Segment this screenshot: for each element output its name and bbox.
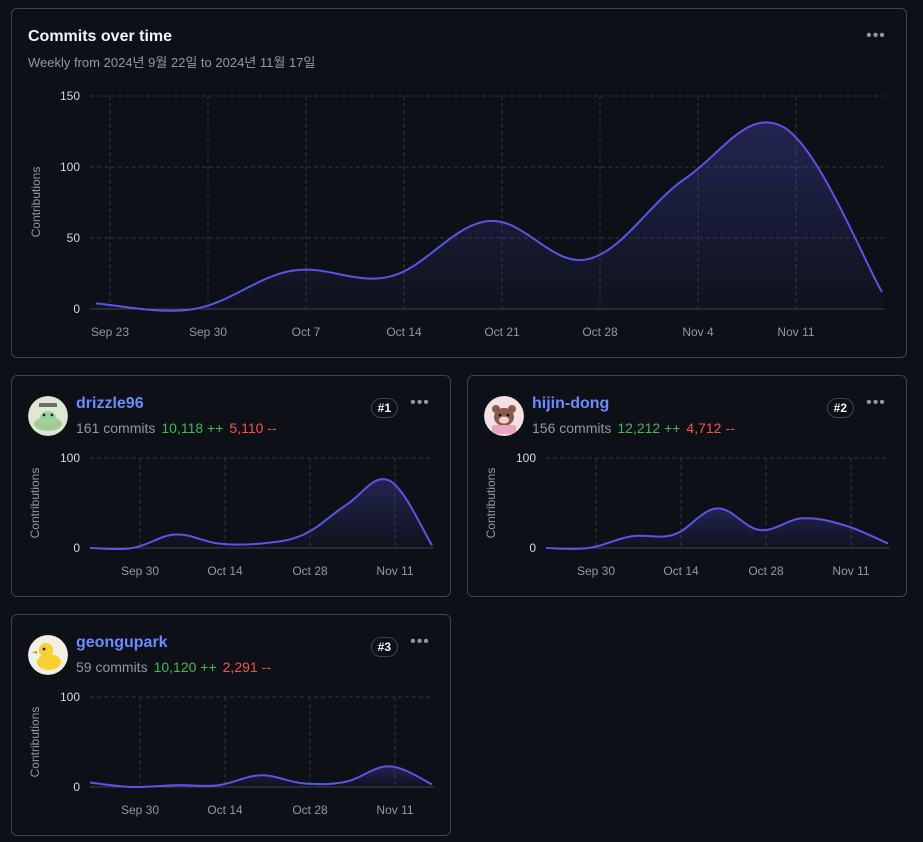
kebab-horizontal-icon[interactable]: ••• — [866, 27, 886, 44]
y-axis-label: Contributions — [484, 468, 498, 539]
series-line — [89, 478, 433, 551]
y-axis-label: Contributions — [29, 167, 43, 238]
y-tick-label: 0 — [73, 541, 80, 555]
y-tick-label: 150 — [60, 89, 80, 103]
main-commits-chart: 0 50 100 150 Sep 23 Sep 30 Oct 7 Oct 14 Oct 21 Oc… — [29, 89, 884, 339]
kebab-horizontal-icon[interactable]: ••• — [410, 394, 430, 411]
commit-count: 156 commits — [532, 420, 612, 436]
x-tick-label: Oct 28 — [292, 803, 328, 817]
x-tick-label: Oct 28 — [292, 564, 328, 578]
contributor-chart: 0 100 Sep 30 Oct 14 Oct 28 Nov 11 Contribution… — [484, 451, 890, 578]
additions-count: 10,120 ++ — [153, 659, 217, 675]
y-tick-label: 50 — [67, 231, 81, 245]
kebab-horizontal-icon[interactable]: ••• — [866, 394, 886, 411]
series-area — [96, 122, 882, 311]
x-tick-label: Oct 28 — [748, 564, 784, 578]
duck-avatar[interactable] — [28, 635, 68, 675]
x-tick-label: Nov 11 — [376, 564, 413, 578]
contributor-stats: 161 commits 10,118 ++ 5,110 -- — [76, 420, 277, 436]
contributor-chart: 0 100 Sep 30 Oct 14 Oct 28 Nov 11 Contribution… — [28, 690, 434, 817]
rank-badge: #3 — [370, 637, 398, 657]
commit-count: 161 commits — [76, 420, 156, 436]
x-tick-label: Sep 30 — [577, 564, 615, 578]
x-tick-label: Oct 21 — [484, 325, 520, 339]
series-area — [546, 508, 888, 549]
y-tick-label: 0 — [73, 302, 80, 316]
y-tick-label: 0 — [73, 780, 80, 794]
x-tick-label: Oct 28 — [582, 325, 618, 339]
y-axis-label: Contributions — [28, 707, 42, 778]
y-axis-label: Contributions — [28, 468, 42, 539]
x-tick-label: Oct 14 — [207, 564, 243, 578]
chart-subtitle: Weekly from 2024년 9월 22일 to 2024년 11월 17… — [28, 55, 316, 70]
x-tick-label: Oct 7 — [292, 325, 321, 339]
x-tick-label: Oct 14 — [663, 564, 699, 578]
commits-over-time-card: Commits over time Weekly from 2024년 9월 2… — [11, 8, 907, 358]
x-tick-label: Nov 11 — [832, 564, 869, 578]
x-tick-label: Nov 11 — [376, 803, 413, 817]
y-tick-label: 0 — [529, 541, 536, 555]
x-tick-label: Oct 14 — [207, 803, 243, 817]
contributor-card-2: hijin-dong 156 commits 12,212 ++ 4,712 -- … — [467, 375, 907, 597]
x-tick-label: Sep 23 — [91, 325, 129, 339]
x-tick-label: Sep 30 — [121, 803, 159, 817]
y-tick-label: 100 — [60, 160, 80, 174]
series-area — [90, 766, 432, 788]
x-tick-label: Nov 11 — [777, 325, 814, 339]
contributor-card-3: geongupark 59 commits 10,120 ++ 2,291 -- #… — [11, 614, 451, 836]
deletions-count: 2,291 -- — [222, 659, 271, 675]
chart-title: Commits over time — [28, 28, 173, 45]
contributor-name[interactable]: drizzle96 — [76, 395, 144, 412]
series-line — [95, 121, 883, 312]
kebab-horizontal-icon[interactable]: ••• — [410, 633, 430, 650]
rank-badge: #1 — [370, 398, 398, 418]
x-tick-label: Sep 30 — [121, 564, 159, 578]
contributor-stats: 156 commits 12,212 ++ 4,712 -- — [532, 420, 735, 436]
additions-count: 12,212 ++ — [617, 420, 681, 436]
contributor-name[interactable]: geongupark — [76, 634, 168, 651]
deletions-count: 4,712 -- — [686, 420, 735, 436]
y-tick-label: 100 — [516, 451, 536, 465]
y-tick-label: 100 — [60, 451, 80, 465]
additions-count: 10,118 ++ — [161, 420, 224, 436]
x-tick-label: Sep 30 — [189, 325, 227, 339]
series-area — [90, 479, 432, 550]
contributor-name[interactable]: hijin-dong — [532, 395, 610, 412]
contributor-chart: 0 100 Sep 30 Oct 14 Oct 28 Nov 11 Contribution… — [28, 451, 434, 578]
contributor-card-1: drizzle96 161 commits 10,118 ++ 5,110 -- #… — [11, 375, 451, 597]
deletions-count: 5,110 -- — [229, 420, 277, 436]
bear-avatar[interactable] — [484, 396, 524, 436]
y-tick-label: 100 — [60, 690, 80, 704]
contributor-stats: 59 commits 10,120 ++ 2,291 -- — [76, 659, 271, 675]
commit-count: 59 commits — [76, 659, 148, 675]
rank-badge: #2 — [826, 398, 854, 418]
x-tick-label: Nov 4 — [682, 325, 714, 339]
x-tick-label: Oct 14 — [386, 325, 422, 339]
frog-avatar[interactable] — [28, 396, 68, 436]
